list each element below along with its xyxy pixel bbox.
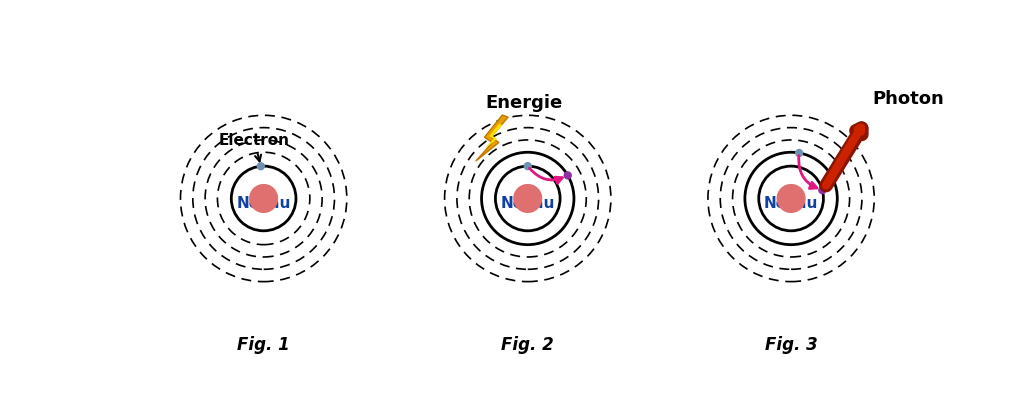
Text: Electron: Electron [219, 133, 290, 161]
Text: Photon: Photon [872, 90, 944, 108]
Circle shape [819, 187, 826, 193]
Circle shape [513, 184, 541, 212]
Text: Noyau: Noyau [500, 196, 555, 211]
Text: Noyau: Noyau [237, 196, 291, 211]
Text: Fig. 3: Fig. 3 [765, 336, 817, 354]
Text: Noyau: Noyau [764, 196, 818, 211]
Polygon shape [485, 124, 502, 149]
Text: Fig. 2: Fig. 2 [501, 336, 555, 354]
Circle shape [525, 163, 531, 170]
Circle shape [250, 184, 278, 212]
FancyArrowPatch shape [826, 128, 861, 185]
FancyArrowPatch shape [799, 156, 817, 189]
FancyArrowPatch shape [530, 168, 563, 183]
Circle shape [257, 163, 264, 170]
Polygon shape [475, 115, 508, 161]
Circle shape [564, 172, 571, 179]
FancyArrowPatch shape [826, 128, 861, 185]
Text: Fig. 1: Fig. 1 [238, 336, 290, 354]
Text: Energie: Energie [486, 94, 563, 112]
Circle shape [777, 184, 805, 212]
Circle shape [795, 150, 803, 156]
